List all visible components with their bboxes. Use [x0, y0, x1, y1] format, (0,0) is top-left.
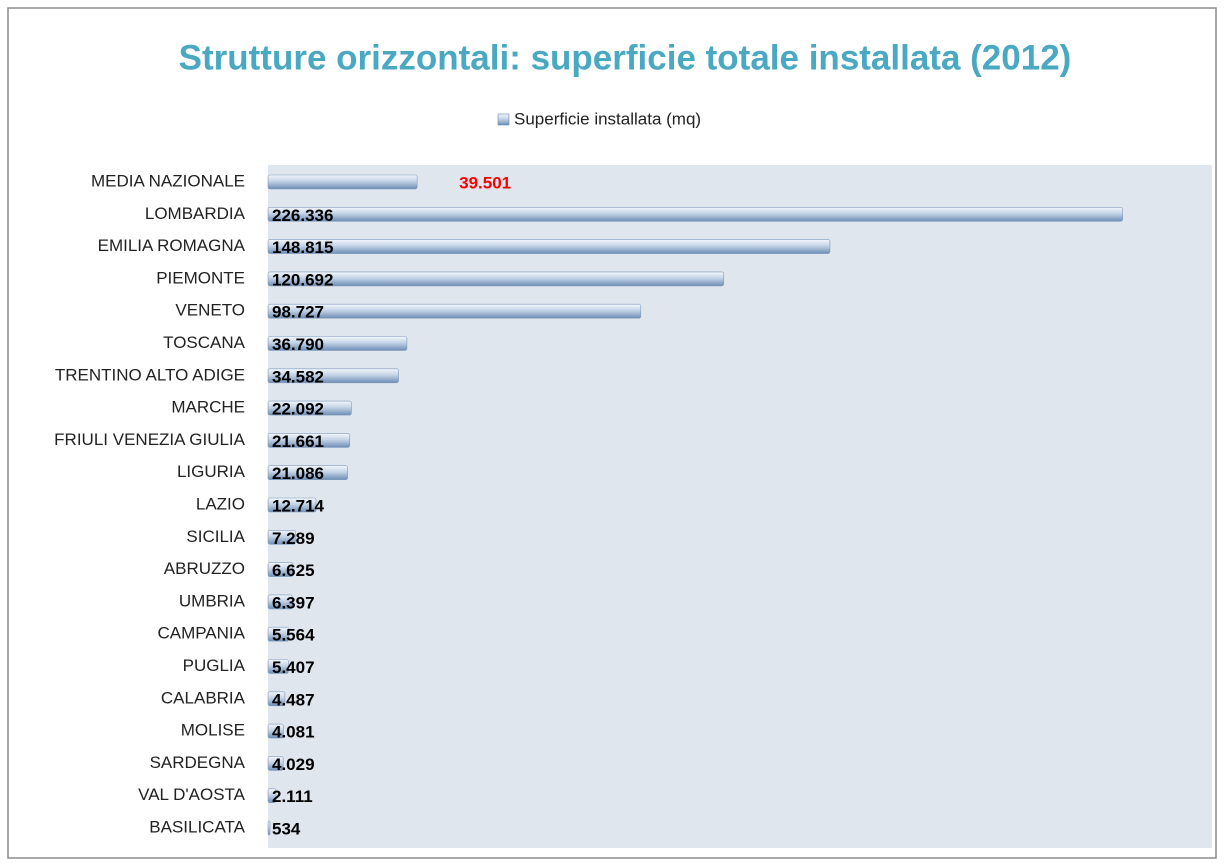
bar: [267, 368, 399, 384]
bar: [267, 271, 725, 287]
y-tick-label: MOLISE: [181, 721, 245, 740]
bar: [267, 465, 348, 481]
value-label: 7.289: [272, 529, 315, 548]
bar: [267, 400, 352, 416]
bar: [267, 691, 286, 707]
y-tick-label: FRIULI VENEZIA GIULIA: [54, 430, 245, 449]
y-tick-label: LOMBARDIA: [145, 204, 246, 223]
value-label: 148.815: [272, 238, 333, 257]
value-label: 22.092: [272, 400, 324, 419]
value-label: 98.727: [272, 303, 324, 322]
value-label: 4.081: [272, 723, 315, 742]
y-tick-label: LAZIO: [196, 494, 245, 513]
bar: [267, 788, 277, 804]
value-label: 5.407: [272, 658, 315, 677]
plot-area: [268, 165, 1212, 848]
y-tick-label: EMILIA ROMAGNA: [98, 236, 246, 255]
y-tick-label: MARCHE: [171, 398, 245, 417]
value-label: 534: [272, 819, 301, 838]
bar: [267, 433, 351, 448]
bar: [267, 207, 1123, 222]
bar: [267, 562, 294, 577]
value-label: 2.111: [272, 787, 313, 806]
y-tick-label: TOSCANA: [163, 333, 246, 352]
value-label: 21.086: [272, 464, 324, 483]
y-tick-label: SARDEGNA: [150, 753, 246, 772]
y-tick-label: UMBRIA: [179, 591, 246, 610]
y-tick-label: TRENTINO ALTO ADIGE: [55, 365, 245, 384]
value-label: 5.564: [272, 626, 315, 645]
y-tick-label: PIEMONTE: [156, 268, 245, 287]
value-label: 4.487: [272, 690, 315, 709]
value-label: 36.790: [272, 335, 324, 354]
y-tick-label: VENETO: [175, 301, 245, 320]
bar: [267, 756, 284, 771]
bar: [267, 659, 289, 674]
bar: [267, 303, 642, 319]
value-label: 39.501: [459, 173, 511, 192]
chart-title: Strutture orizzontali: superficie totale…: [179, 38, 1072, 77]
bar: [267, 497, 317, 513]
bar: [267, 723, 284, 739]
bar: [267, 336, 408, 351]
bar: [267, 239, 831, 254]
y-tick-label: VAL D'AOSTA: [138, 785, 246, 804]
value-label: 120.692: [272, 270, 333, 289]
y-tick-label: ABRUZZO: [164, 559, 245, 578]
value-label: 34.582: [272, 367, 324, 386]
y-tick-label: SICILIA: [186, 527, 245, 546]
value-label: 6.625: [272, 561, 315, 580]
bar: [267, 820, 271, 836]
bar: [267, 529, 296, 545]
legend-label: Superficie installata (mq): [514, 109, 701, 128]
value-label: 226.336: [272, 206, 333, 225]
value-label: 21.661: [272, 432, 324, 451]
y-tick-label: CALABRIA: [161, 688, 246, 707]
value-label: 6.397: [272, 593, 315, 612]
y-tick-label: CAMPANIA: [157, 624, 245, 643]
value-label: 4.029: [272, 755, 315, 774]
bar: [267, 594, 293, 610]
legend-swatch: [497, 113, 510, 126]
bar: [267, 174, 418, 190]
y-tick-label: PUGLIA: [183, 656, 246, 675]
y-tick-label: MEDIA NAZIONALE: [91, 171, 245, 190]
y-tick-label: LIGURIA: [177, 462, 246, 481]
bar: [267, 626, 290, 642]
y-tick-label: BASILICATA: [149, 817, 245, 836]
value-label: 12.714: [272, 496, 325, 515]
